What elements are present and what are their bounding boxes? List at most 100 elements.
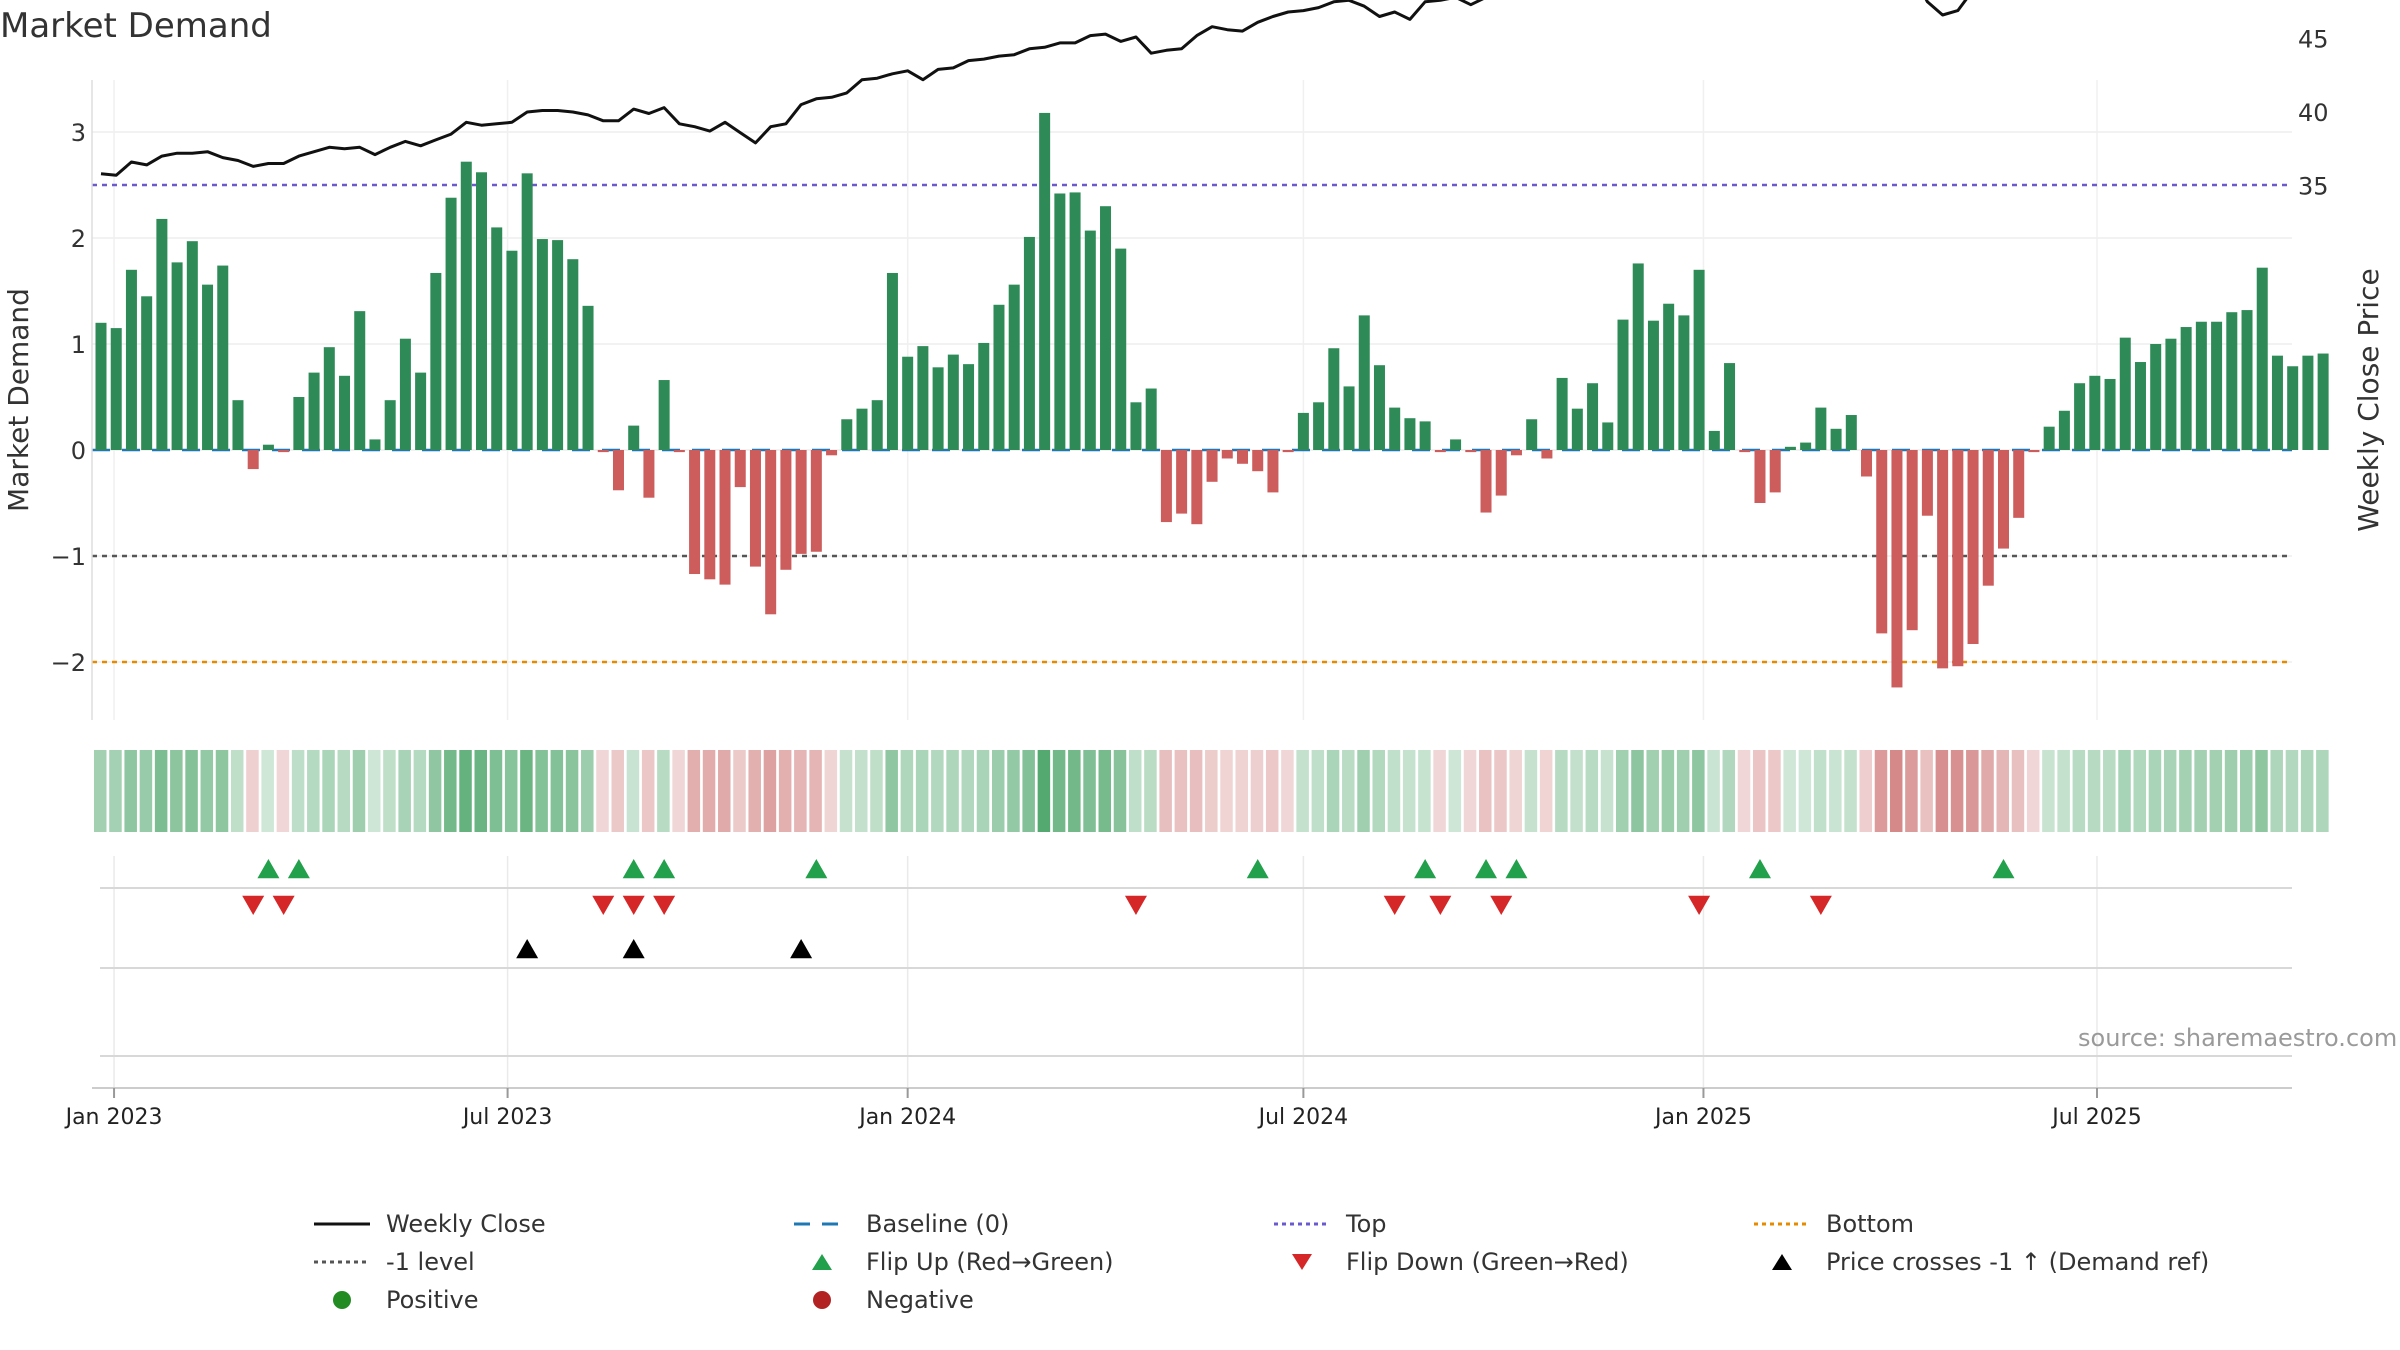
heat-cell xyxy=(1646,750,1659,832)
demand-bar xyxy=(2028,450,2040,453)
heat-cell xyxy=(322,750,335,832)
heat-cell xyxy=(1616,750,1629,832)
demand-bar xyxy=(217,265,229,450)
demand-bar xyxy=(932,367,944,450)
heat-cell xyxy=(2148,750,2162,832)
flip-up-marker xyxy=(653,859,676,879)
heat-cell xyxy=(1448,750,1462,832)
heat-cell xyxy=(1981,750,1994,832)
heat-cell xyxy=(2255,750,2268,832)
heat-cell xyxy=(1052,750,1066,832)
heat-cell xyxy=(230,750,244,832)
demand-bar xyxy=(2119,337,2131,450)
legend-minus1-swatch xyxy=(314,1260,370,1264)
heat-cell xyxy=(2011,750,2025,832)
flip-down-marker xyxy=(1124,895,1147,915)
heat-cell xyxy=(809,750,822,832)
demand-bar xyxy=(95,322,107,450)
demand-bar xyxy=(871,400,883,450)
y2-axis-label: Weekly Close Price xyxy=(2352,268,2385,531)
flip-up-marker xyxy=(1992,859,2015,879)
heat-cell xyxy=(1539,750,1553,832)
demand-bar xyxy=(643,450,655,498)
heat-cell xyxy=(1661,750,1675,832)
heat-cell xyxy=(1905,750,1918,832)
demand-bar xyxy=(1708,430,1720,450)
demand-bar xyxy=(2271,355,2283,450)
heat-cell xyxy=(1144,750,1157,832)
demand-bar xyxy=(1191,450,1203,525)
legend-positive: Positive xyxy=(312,1286,479,1314)
demand-bar xyxy=(780,450,792,570)
demand-bar xyxy=(1419,421,1431,450)
legend-top-swatch xyxy=(1274,1222,1330,1226)
demand-bar xyxy=(1389,407,1401,450)
heat-cell xyxy=(657,750,670,832)
demand-bar xyxy=(1891,450,1903,688)
heat-cell xyxy=(1783,750,1796,832)
heat-cell xyxy=(718,750,731,832)
heat-cell xyxy=(1692,750,1705,832)
demand-bar xyxy=(704,450,716,580)
y-axis-label: Market Demand xyxy=(2,288,35,512)
heat-cell xyxy=(2026,750,2040,832)
heat-cell xyxy=(672,750,685,832)
cross-marker xyxy=(516,939,539,959)
heat-cell xyxy=(1342,750,1355,832)
demand-bar xyxy=(826,450,838,456)
demand-bar xyxy=(1937,450,1949,669)
demand-bar xyxy=(1982,450,1994,586)
demand-bar xyxy=(1328,348,1340,450)
legend-weekly-close-swatch xyxy=(314,1222,370,1226)
demand-bar xyxy=(1054,193,1066,451)
heat-cell xyxy=(352,750,366,832)
x-axis: Jan 2023 Jul 2023 Jan 2024 Jul 2024 Jan 2025… xyxy=(64,1087,2292,1130)
heat-cell xyxy=(1235,750,1248,832)
demand-bar xyxy=(2241,310,2253,450)
demand-bar xyxy=(430,272,442,450)
negative-dot-icon xyxy=(813,1291,831,1309)
demand-bar xyxy=(1404,418,1416,450)
demand-bar xyxy=(1998,450,2009,549)
demand-bar xyxy=(1921,450,1933,516)
demand-bar xyxy=(1206,450,1218,482)
demand-bar xyxy=(886,272,898,450)
heat-cell xyxy=(870,750,883,832)
heat-cell xyxy=(246,750,259,832)
demand-heat-strip xyxy=(94,750,2329,832)
demand-bar xyxy=(978,342,990,450)
heat-cell xyxy=(976,750,990,832)
demand-bar xyxy=(1373,365,1385,450)
heat-cell xyxy=(2209,750,2223,832)
heat-cell xyxy=(489,750,503,832)
demand-bar xyxy=(247,450,259,470)
heat-cell xyxy=(2270,750,2283,832)
flip-up-marker xyxy=(622,859,645,879)
positive-dot-icon xyxy=(333,1291,351,1309)
heat-cell xyxy=(428,750,442,832)
demand-bar xyxy=(399,338,411,450)
demand-bar xyxy=(2013,450,2025,518)
heat-cell xyxy=(2285,750,2299,832)
heat-cell xyxy=(291,750,305,832)
flip-down-marker xyxy=(1809,895,1832,915)
flip-down-marker xyxy=(1429,895,1452,915)
demand-bar xyxy=(1541,450,1553,459)
heat-cell xyxy=(2087,750,2101,832)
heat-cell xyxy=(641,750,655,832)
y2-tick-label: 45 xyxy=(2298,26,2329,54)
demand-bar xyxy=(917,346,929,450)
demand-bar xyxy=(1693,269,1705,450)
demand-bar xyxy=(354,311,366,450)
heat-cell xyxy=(946,750,959,832)
heat-cell xyxy=(2042,750,2055,832)
demand-bar xyxy=(339,375,351,450)
heat-cell xyxy=(307,750,320,832)
flip-up-marker xyxy=(287,859,310,879)
flip-up-marker xyxy=(1475,859,1498,879)
heat-cell xyxy=(2224,750,2238,832)
flip-down-marker xyxy=(1490,895,1513,915)
heat-cell xyxy=(1479,750,1492,832)
